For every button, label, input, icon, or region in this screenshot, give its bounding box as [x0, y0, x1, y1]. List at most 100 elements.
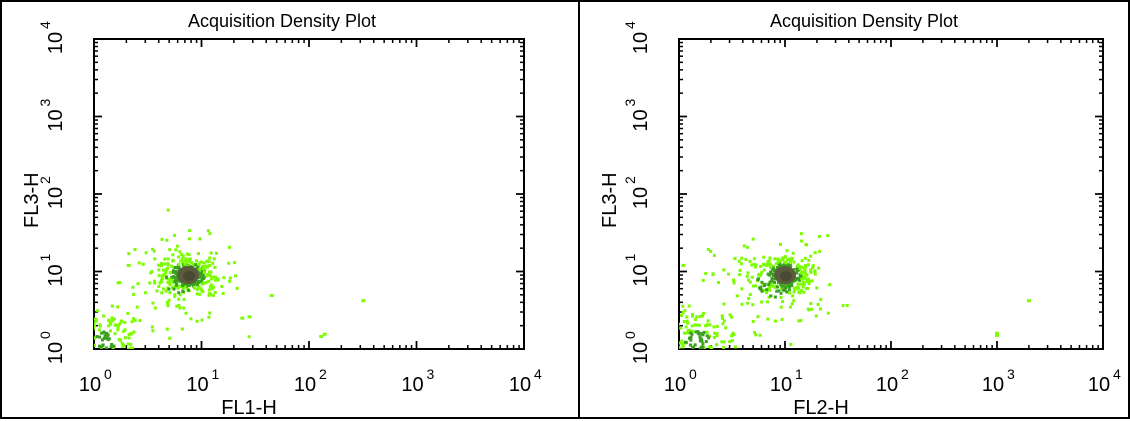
- density-event: [104, 346, 108, 349]
- density-event: [691, 314, 695, 318]
- density-event: [796, 282, 800, 286]
- density-event: [778, 242, 782, 246]
- density-event: [804, 265, 808, 269]
- density-event: [109, 362, 112, 365]
- density-event: [818, 307, 822, 311]
- density-event: [149, 353, 152, 356]
- density-event: [760, 270, 764, 274]
- density-event: [179, 259, 183, 263]
- density-event: [686, 321, 690, 325]
- density-event: [207, 260, 211, 264]
- density-event: [94, 328, 95, 332]
- density-event: [135, 305, 139, 309]
- density-event: [207, 315, 211, 319]
- outlier-event: [1026, 299, 1031, 303]
- y-tick-label: 104: [622, 21, 652, 54]
- density-event: [720, 314, 724, 318]
- density-event: [696, 332, 700, 336]
- density-event: [770, 277, 774, 281]
- density-event: [707, 370, 710, 373]
- density-event: [172, 269, 176, 273]
- density-event: [780, 317, 784, 321]
- density-event: [200, 275, 204, 279]
- x-tick-label: 10 1: [770, 366, 803, 396]
- density-event: [74, 352, 77, 355]
- density-event: [160, 263, 164, 267]
- density-event: [123, 320, 127, 324]
- density-event: [802, 290, 806, 294]
- density-event: [94, 341, 95, 345]
- density-event: [687, 336, 691, 340]
- density-event: [121, 364, 124, 367]
- density-event: [775, 285, 779, 289]
- density-event: [753, 265, 757, 269]
- density-event: [798, 264, 802, 268]
- density-event: [744, 258, 748, 262]
- density-event: [688, 328, 692, 332]
- density-event: [228, 279, 232, 283]
- density-event: [104, 358, 107, 361]
- density-event: [762, 268, 766, 272]
- density-event: [705, 351, 708, 354]
- density-event: [73, 368, 76, 371]
- density-event: [712, 331, 716, 335]
- density-event: [94, 317, 98, 321]
- density-event: [750, 275, 754, 279]
- density-event: [88, 331, 91, 334]
- density-event: [188, 257, 192, 261]
- density-event: [102, 337, 106, 341]
- density-event: [770, 272, 774, 276]
- density-event: [184, 311, 188, 315]
- density-event: [85, 341, 88, 344]
- density-event: [757, 273, 761, 277]
- density-event: [765, 288, 769, 292]
- density-event: [183, 262, 187, 266]
- density-event: [160, 237, 164, 241]
- density-event: [783, 255, 787, 259]
- x-axis-label: FL1-H: [221, 397, 277, 419]
- density-event: [180, 257, 184, 261]
- svg-text:10: 10: [1088, 374, 1110, 396]
- density-event: [190, 282, 194, 286]
- density-event: [228, 245, 232, 249]
- density-event: [759, 288, 763, 292]
- density-event: [716, 352, 719, 355]
- density-event: [194, 263, 198, 267]
- density-event: [662, 304, 665, 307]
- density-event: [701, 313, 705, 317]
- density-event: [802, 266, 806, 270]
- density-event: [213, 265, 217, 269]
- density-event: [172, 287, 176, 291]
- density-event: [826, 234, 830, 238]
- density-event: [737, 259, 741, 263]
- density-event: [813, 269, 817, 273]
- density-event: [207, 279, 211, 283]
- density-event: [805, 243, 809, 247]
- density-event: [686, 387, 689, 390]
- density-event: [153, 279, 157, 283]
- density-event: [779, 282, 783, 286]
- density-event: [680, 339, 684, 343]
- svg-text:3: 3: [427, 366, 435, 382]
- density-event: [712, 325, 716, 329]
- density-event: [167, 298, 171, 302]
- density-event: [170, 275, 174, 279]
- density-event: [776, 281, 780, 285]
- density-event: [816, 302, 820, 306]
- axis-ticks: [678, 38, 1104, 350]
- density-event: [803, 271, 807, 275]
- density-event: [758, 274, 762, 278]
- density-event: [698, 335, 702, 339]
- density-event: [815, 286, 819, 290]
- density-event: [90, 329, 93, 332]
- density-event: [100, 331, 104, 335]
- density-event: [206, 229, 210, 233]
- density-event: [102, 359, 105, 362]
- density-event: [90, 328, 93, 331]
- x-tick-label: 10 0: [664, 366, 697, 396]
- density-event: [667, 342, 670, 345]
- density-event: [76, 333, 79, 336]
- density-event: [177, 262, 181, 266]
- density-event: [113, 359, 116, 362]
- density-event: [90, 343, 93, 346]
